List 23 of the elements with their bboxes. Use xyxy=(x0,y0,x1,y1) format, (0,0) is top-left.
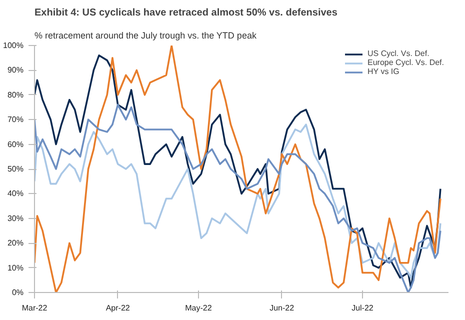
x-tick-label: May-22 xyxy=(185,304,212,312)
y-tick-label: 50% xyxy=(7,164,24,174)
line-series xyxy=(34,104,442,292)
y-tick-label: 20% xyxy=(7,238,24,248)
y-tick-label: 60% xyxy=(7,140,24,149)
x-tick-label: Mar-22 xyxy=(22,304,48,312)
legend-label: US Cycl. Vs. Def. xyxy=(368,49,430,58)
y-tick-label: 100% xyxy=(3,41,24,50)
y-tick-label: 30% xyxy=(7,214,24,223)
legend-label: HY vs IG xyxy=(368,67,400,76)
y-tick-label: 40% xyxy=(7,189,24,198)
y-tick-label: 10% xyxy=(7,263,24,272)
chart-title: Exhibit 4: US cyclicals have retraced almost 50% vs. defensives xyxy=(34,8,338,18)
line-series xyxy=(34,124,442,279)
legend-label: Europe Cycl. Vs. Def. xyxy=(368,58,444,67)
y-tick-label: 90% xyxy=(7,66,24,75)
y-tick-label: 80% xyxy=(7,90,24,100)
y-tick-label: 70% xyxy=(7,115,24,124)
x-tick-label: Jul-22 xyxy=(352,304,374,312)
y-tick-label: 0% xyxy=(12,288,24,297)
x-tick-label: Jun-22 xyxy=(270,304,295,312)
chart-subtitle: % retracement around the July trough vs. the YTD peak xyxy=(34,30,257,40)
x-tick-label: Apr-22 xyxy=(106,304,130,312)
